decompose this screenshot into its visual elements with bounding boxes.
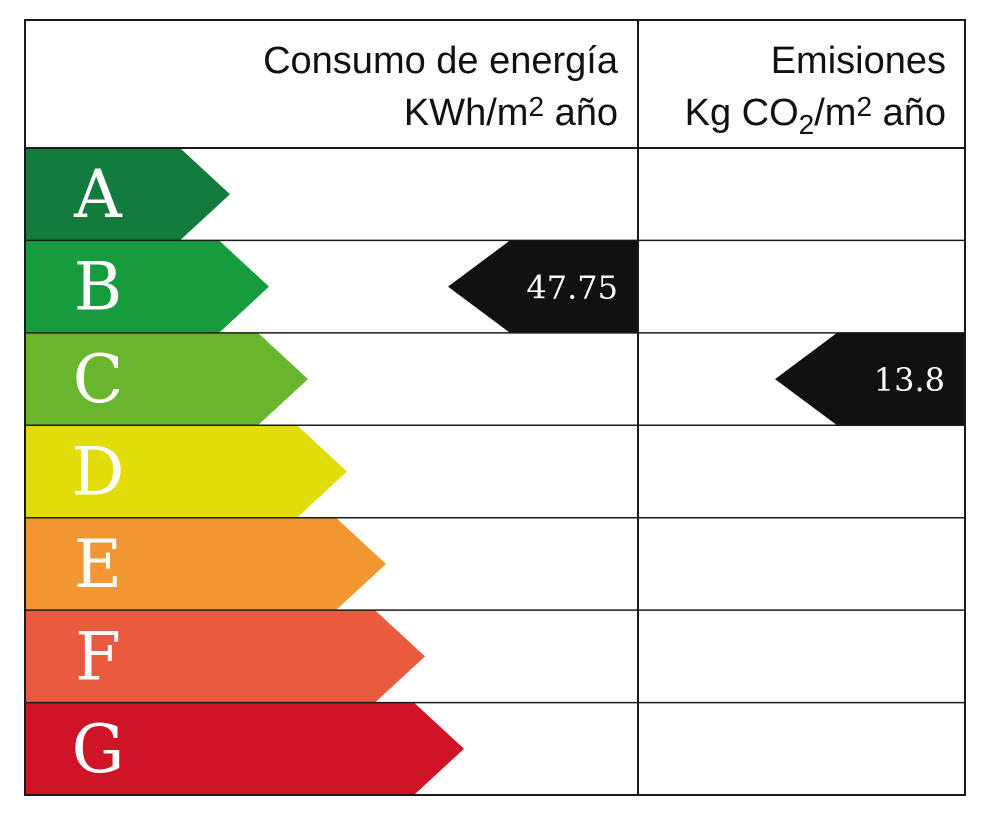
emissions-title: Emisiones xyxy=(770,40,946,82)
rating-arrow-d xyxy=(25,425,347,518)
energy-title: Consumo de energía xyxy=(263,40,618,82)
emissions-column-header: Emisiones Kg CO2/m2 año xyxy=(640,38,946,148)
rating-arrow-b xyxy=(25,240,269,333)
table-border xyxy=(24,19,966,796)
rating-letter-d: D xyxy=(72,434,125,511)
rating-arrow-g xyxy=(25,702,464,795)
rating-letter-f: F xyxy=(75,618,121,695)
rating-arrow-a xyxy=(25,148,230,241)
emissions-indicator-value: 13.8 xyxy=(874,361,945,399)
rating-letter-a: A xyxy=(73,156,123,233)
rating-arrow-f xyxy=(25,610,425,703)
rating-letter-b: B xyxy=(74,249,123,326)
rating-letter-e: E xyxy=(74,526,122,603)
rating-letter-g: G xyxy=(72,711,125,788)
energy-indicator-value: 47.75 xyxy=(526,269,618,307)
energy-column-header: Consumo de energía KWh/m2 año xyxy=(240,38,618,136)
emissions-unit: Kg CO2/m2 año xyxy=(684,91,946,140)
rating-arrow-c xyxy=(25,332,308,426)
emissions-indicator-arrow xyxy=(775,332,965,426)
rating-letter-c: C xyxy=(73,341,124,418)
energy-indicator-arrow xyxy=(448,240,638,333)
energy-unit: KWh/m2 año xyxy=(403,91,618,134)
rating-arrow-e xyxy=(25,517,386,611)
